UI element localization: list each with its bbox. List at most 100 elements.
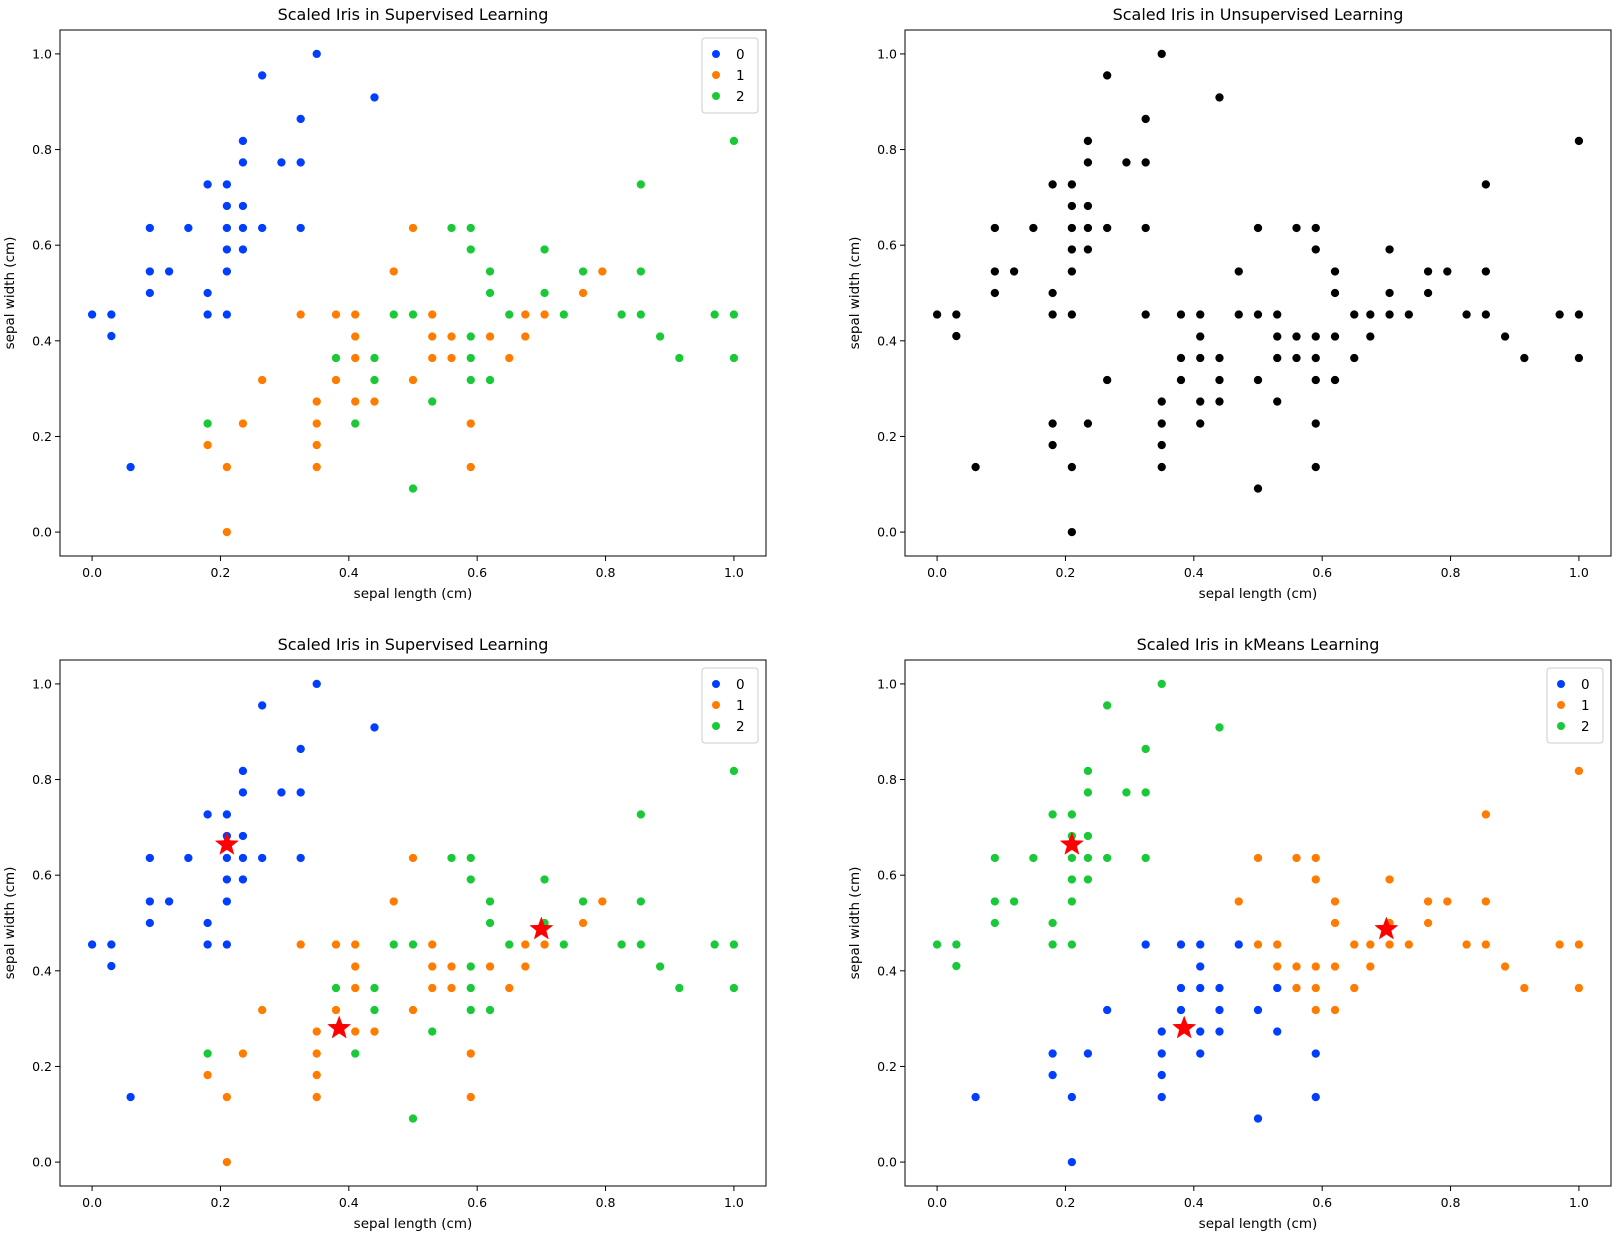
data-point	[520, 309, 531, 320]
data-point	[1102, 852, 1113, 864]
data-point	[1329, 374, 1341, 386]
data-point	[1175, 309, 1187, 320]
data-point	[1066, 939, 1077, 950]
data-point	[237, 1048, 248, 1059]
axes-frame	[904, 659, 1612, 1187]
data-point	[1140, 222, 1151, 234]
data-point	[311, 1048, 322, 1059]
data-point	[221, 852, 232, 864]
data-point	[728, 982, 739, 994]
data-point	[1082, 157, 1093, 168]
x-axis-label: sepal length (cm)	[354, 1216, 473, 1232]
data-point	[1480, 939, 1491, 950]
data-point	[1252, 374, 1264, 386]
data-point	[1573, 352, 1584, 364]
data-point	[1554, 939, 1565, 950]
data-point	[1480, 309, 1491, 320]
data-point	[1156, 678, 1167, 689]
data-point	[728, 765, 739, 776]
data-point	[311, 1070, 322, 1081]
data-point	[951, 330, 962, 342]
legend: 0 1 2	[701, 37, 759, 114]
data-point	[1214, 396, 1225, 407]
x-tick-label: 0.6	[1312, 565, 1332, 580]
data-point	[539, 244, 550, 255]
x-tick-label: 0.0	[82, 1195, 102, 1210]
data-point	[369, 352, 380, 364]
data-point	[1461, 939, 1472, 950]
y-axis-label: sepal width (cm)	[2, 867, 18, 980]
series-2	[202, 135, 739, 494]
data-point	[1272, 396, 1283, 407]
data-point	[1175, 982, 1187, 994]
x-tick-label: 0.0	[927, 565, 947, 580]
data-point	[970, 1092, 981, 1103]
data-point	[446, 852, 457, 864]
data-point	[221, 896, 232, 907]
data-point	[350, 331, 361, 342]
x-tick-label: 0.4	[1184, 1195, 1204, 1210]
data-point	[1252, 852, 1264, 864]
data-point	[1272, 352, 1283, 364]
data-point	[1066, 1092, 1077, 1103]
data-point	[407, 483, 419, 494]
y-tick-label: 0.6	[32, 238, 52, 253]
x-tick-label: 0.2	[1056, 565, 1076, 580]
data-point	[1066, 874, 1077, 885]
axes-frame	[59, 29, 767, 557]
y-axis-label: sepal width (cm)	[847, 867, 863, 980]
data-point	[257, 700, 268, 711]
data-point	[1272, 939, 1283, 950]
y-tick-label: 0.2	[877, 429, 897, 444]
legend-marker	[711, 49, 721, 59]
data-point	[1102, 1004, 1113, 1016]
data-point	[221, 200, 232, 212]
data-point	[1252, 1004, 1264, 1016]
y-tick-label: 0.6	[877, 868, 897, 883]
data-point	[1156, 1048, 1167, 1059]
legend-label: 0	[1581, 677, 1590, 693]
x-tick-label: 0.2	[211, 1195, 231, 1210]
data-point	[635, 809, 646, 820]
data-point	[1233, 309, 1244, 320]
y-tick-label: 0.0	[877, 525, 897, 540]
chart-title: Scaled Iris in Unsupervised Learning	[1113, 5, 1404, 24]
data-point	[388, 309, 399, 320]
data-point	[1156, 1026, 1167, 1037]
data-point	[1121, 157, 1132, 168]
data-point	[1519, 982, 1530, 994]
data-point	[1252, 939, 1264, 950]
y-tick-label: 0.0	[877, 1155, 897, 1170]
data-point	[539, 874, 550, 885]
data-point	[311, 462, 322, 473]
data-point	[635, 309, 646, 320]
data-point	[144, 266, 155, 277]
data-point	[237, 157, 248, 168]
data-point	[1349, 982, 1360, 994]
data-point	[221, 222, 232, 234]
data-point	[1310, 222, 1321, 234]
data-point	[504, 939, 515, 950]
data-point	[1310, 418, 1321, 429]
data-point	[1310, 462, 1321, 473]
chart-title: Scaled Iris in Supervised Learning	[278, 635, 549, 654]
data-point	[295, 157, 306, 168]
data-point	[1365, 309, 1376, 320]
legend: 0 1 2	[1546, 667, 1604, 744]
data-point	[221, 309, 232, 320]
data-point	[311, 1092, 322, 1103]
data-point	[1140, 113, 1151, 124]
data-point	[1573, 309, 1584, 320]
data-point	[1573, 939, 1584, 950]
data-point	[1329, 961, 1341, 972]
data-point	[237, 874, 248, 885]
data-point	[616, 939, 627, 950]
data-point	[311, 1026, 322, 1037]
data-point	[1310, 1092, 1321, 1103]
data-point	[1233, 896, 1244, 907]
data-point	[1102, 70, 1113, 81]
data-point	[674, 352, 685, 364]
data-point	[1047, 1048, 1058, 1059]
legend-label: 2	[736, 89, 745, 105]
data-point	[1175, 374, 1187, 386]
